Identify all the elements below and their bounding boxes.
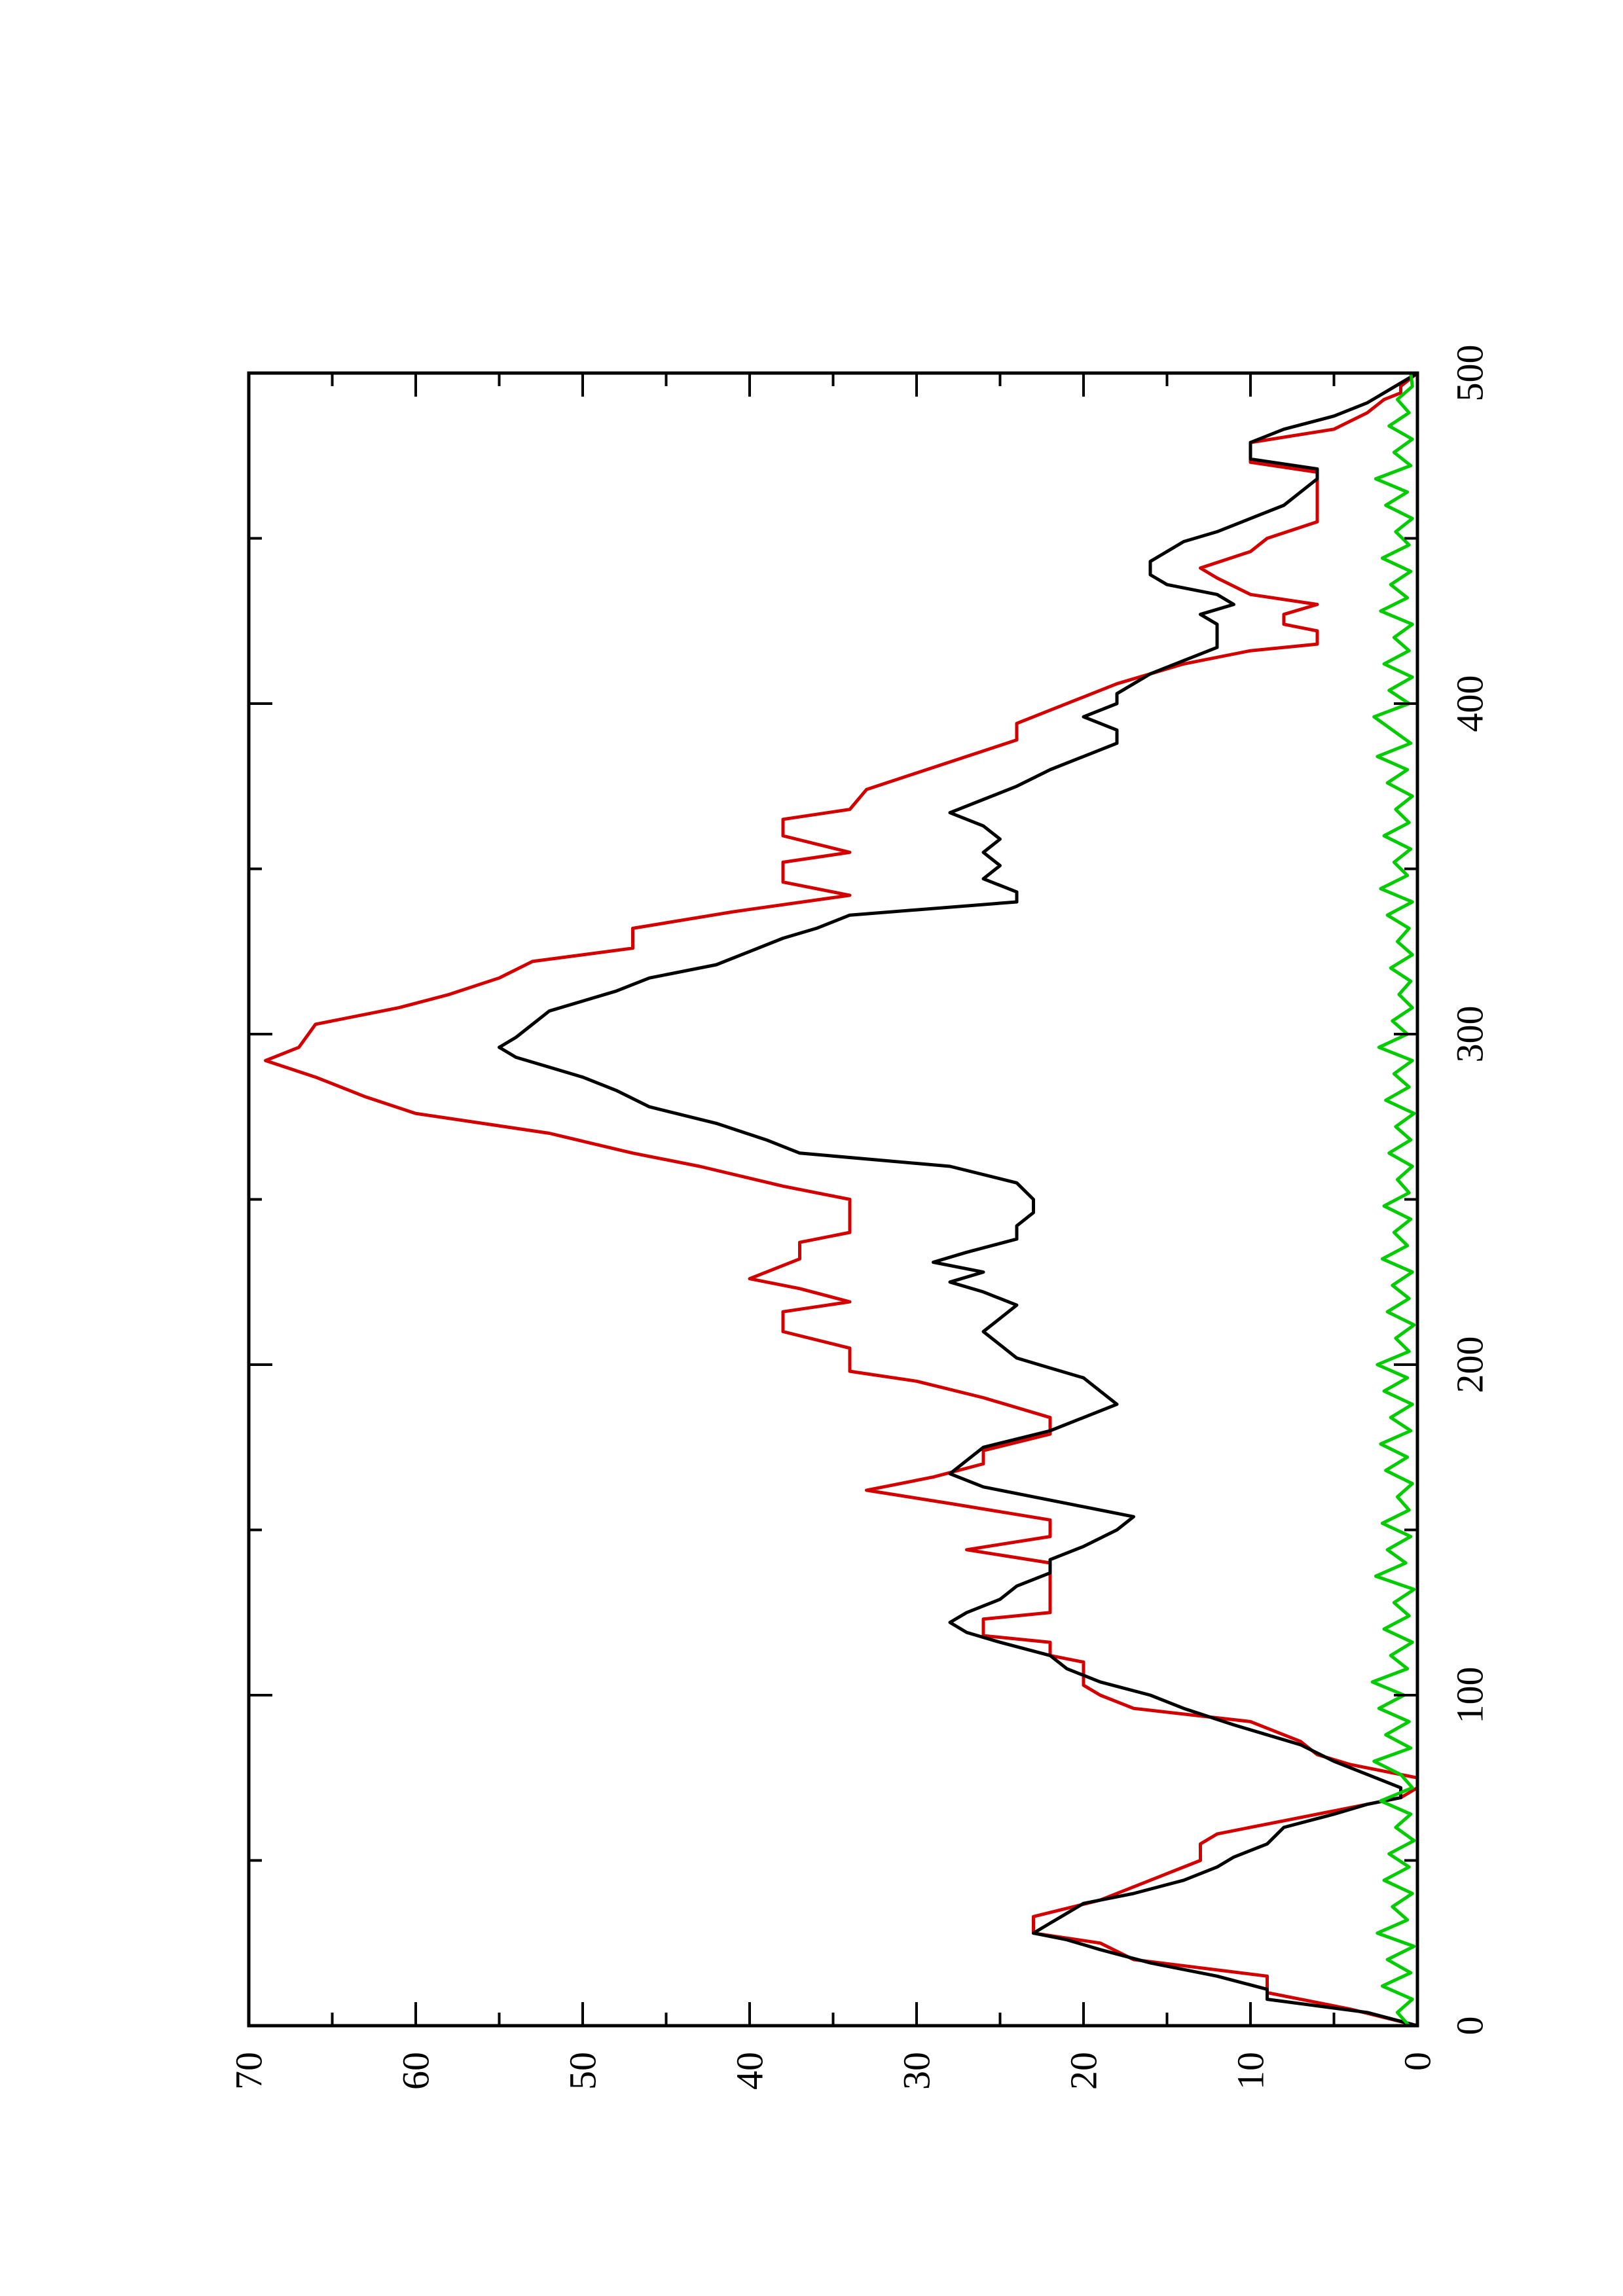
tick-labels-layer: 0 100 200 300 400 500 0 10 20 30 40 50 60 70 xyxy=(228,345,1491,2090)
y-tick-label: 30 xyxy=(896,2052,938,2090)
y-tick-label: 40 xyxy=(729,2052,771,2090)
ticks-layer xyxy=(247,372,1419,2027)
x-tick-label: 0 xyxy=(1449,2017,1491,2036)
x-tick-label: 100 xyxy=(1449,1667,1491,1724)
y-tick-label: 70 xyxy=(228,2052,270,2090)
series-line-3 xyxy=(1370,372,1416,2027)
series-line-2 xyxy=(498,371,1419,2028)
plot-frame xyxy=(247,371,1419,2028)
x-tick-label: 300 xyxy=(1449,1006,1491,1063)
y-tick-label: 10 xyxy=(1230,2052,1272,2090)
x-tick-label: 400 xyxy=(1449,675,1491,732)
y-tick-label: 20 xyxy=(1063,2052,1105,2090)
y-tick-label: 60 xyxy=(395,2052,437,2090)
y-tick-label: 0 xyxy=(1396,2052,1439,2071)
y-tick-label: 50 xyxy=(562,2052,604,2090)
series-layer xyxy=(264,371,1419,2028)
x-tick-label: 500 xyxy=(1449,345,1491,402)
series-line-1 xyxy=(264,372,1419,2028)
x-tick-label: 200 xyxy=(1449,1336,1491,1393)
